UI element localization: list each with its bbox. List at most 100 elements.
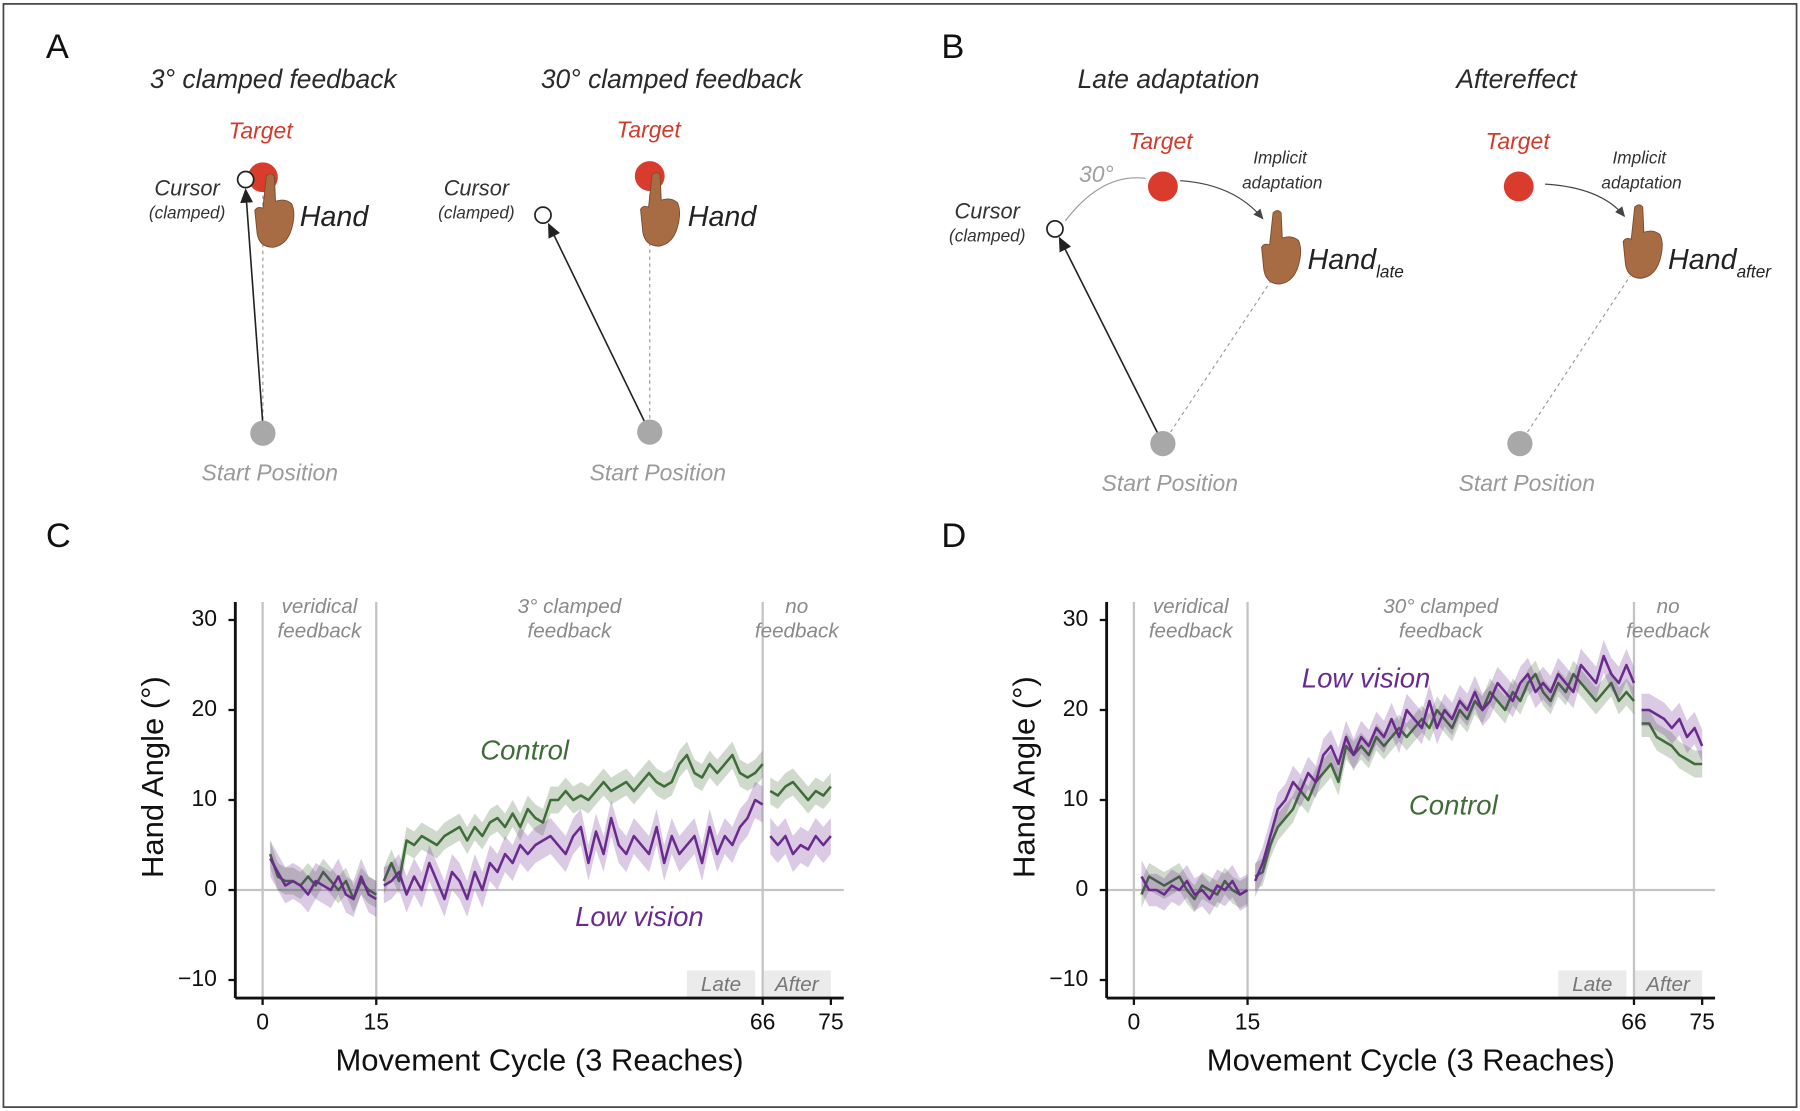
x-tick-label: 75 (818, 1008, 844, 1034)
error-band (1255, 660, 1634, 891)
error-band (1141, 860, 1248, 916)
window (1558, 970, 1627, 999)
series-line (1140, 875, 1249, 901)
window (686, 970, 756, 999)
window (1633, 970, 1703, 999)
subpanel-title: 3° clamped feedback (150, 64, 399, 94)
target-label: Target (1128, 128, 1194, 154)
implicit-label: adaptation (1601, 173, 1681, 193)
hand-path (1519, 275, 1631, 444)
x-axis-label: Movement Cycle (3 Reaches) (335, 1043, 743, 1078)
cursor (534, 206, 552, 225)
x-tick-label: 75 (1689, 1008, 1715, 1034)
y-tick-label: −10 (1049, 965, 1088, 991)
cursor-note: (clamped) (149, 203, 225, 223)
start-label: Start Position (1102, 470, 1238, 496)
y-axis-label: Hand Angle (°) (1006, 676, 1041, 878)
start-label: Start Position (1459, 470, 1595, 496)
phase-label: feedback (1399, 619, 1485, 642)
target-label: Target (1486, 128, 1552, 154)
window (762, 970, 831, 999)
hand-label: Handafter (1668, 244, 1772, 281)
cursor-note: (clamped) (438, 203, 514, 223)
angle-label: 30° (1079, 161, 1114, 187)
phase-label: veridical (1153, 595, 1230, 618)
series-label: Control (480, 735, 570, 766)
y-axis-label: Hand Angle (°) (135, 676, 170, 878)
hand-path (1162, 279, 1273, 444)
phase-label: feedback (528, 619, 614, 642)
hand-subscript: late (1376, 261, 1404, 281)
window-label: After (1644, 973, 1691, 996)
error-band (1141, 863, 1248, 913)
cursor (1046, 220, 1064, 238)
target-label: Target (617, 116, 683, 142)
start (1150, 430, 1176, 457)
window-label: Late (701, 973, 741, 996)
hand-label: Hand (688, 201, 758, 233)
phase-label: veridical (282, 595, 359, 618)
error-band (270, 840, 377, 913)
start (250, 420, 276, 446)
target (1503, 171, 1534, 202)
window-label: After (773, 973, 820, 996)
phase-label: feedback (1626, 619, 1712, 642)
cursor-label: Cursor (154, 176, 220, 201)
cursor (236, 170, 255, 189)
hand-icon (1261, 210, 1302, 285)
cursor-path (240, 188, 264, 426)
x-tick-label: 66 (750, 1008, 776, 1034)
cursor-label: Cursor (444, 176, 510, 201)
hand-text: Hand (1668, 244, 1738, 276)
series-label: Low vision (575, 901, 704, 932)
subpanel-title: Aftereffect (1454, 64, 1578, 94)
series-line (1641, 722, 1703, 766)
series-line (382, 753, 764, 883)
figure-border (2, 3, 1798, 1108)
panel-letter: D (941, 517, 966, 555)
y-tick-label: 30 (191, 605, 217, 631)
phase-label: feedback (1149, 619, 1235, 642)
x-axis-label: Movement Cycle (3 Reaches) (1207, 1043, 1615, 1078)
phase-label: feedback (755, 619, 841, 642)
hand-label: Hand (300, 201, 370, 233)
start (637, 419, 663, 445)
panel-letter: B (941, 28, 964, 66)
series-line (1254, 672, 1635, 878)
y-tick-label: −10 (178, 965, 217, 991)
series-line (1641, 708, 1704, 747)
implicit-label: Implicit (1613, 147, 1668, 167)
y-tick-label: 10 (1063, 785, 1089, 811)
target-label: Target (228, 118, 294, 144)
adaptation-arc (1545, 183, 1626, 218)
phase-label: 3° clamped (518, 595, 623, 618)
panel-letter: A (46, 28, 69, 66)
start-label: Start Position (202, 460, 338, 486)
y-tick-label: 20 (1063, 695, 1089, 721)
series-label: Control (1409, 790, 1499, 821)
y-tick-label: 0 (204, 875, 217, 901)
x-tick-label: 0 (1128, 1008, 1141, 1034)
series-line (1140, 875, 1249, 901)
implicit-label: Implicit (1253, 147, 1308, 167)
phase-label: 30° clamped (1383, 595, 1500, 618)
cursor-label: Cursor (955, 199, 1021, 224)
panel-letter: C (46, 517, 71, 555)
series-line (269, 857, 377, 901)
hand-text: Hand (1308, 244, 1378, 276)
panel-b: B Late adaptation Target 30° Cursor (cla… (941, 28, 1772, 496)
series-line (769, 834, 832, 856)
start-label: Start Position (590, 460, 726, 486)
y-tick-label: 30 (1063, 605, 1089, 631)
target (1147, 171, 1178, 202)
hand-icon (1622, 204, 1663, 279)
phase-label: no (1657, 595, 1680, 618)
hand-subscript: after (1737, 261, 1773, 281)
subpanel-title: 30° clamped feedback (541, 64, 804, 94)
series-label: Low vision (1302, 662, 1431, 693)
x-tick-label: 15 (1235, 1008, 1261, 1034)
angle-arc (1064, 177, 1146, 222)
